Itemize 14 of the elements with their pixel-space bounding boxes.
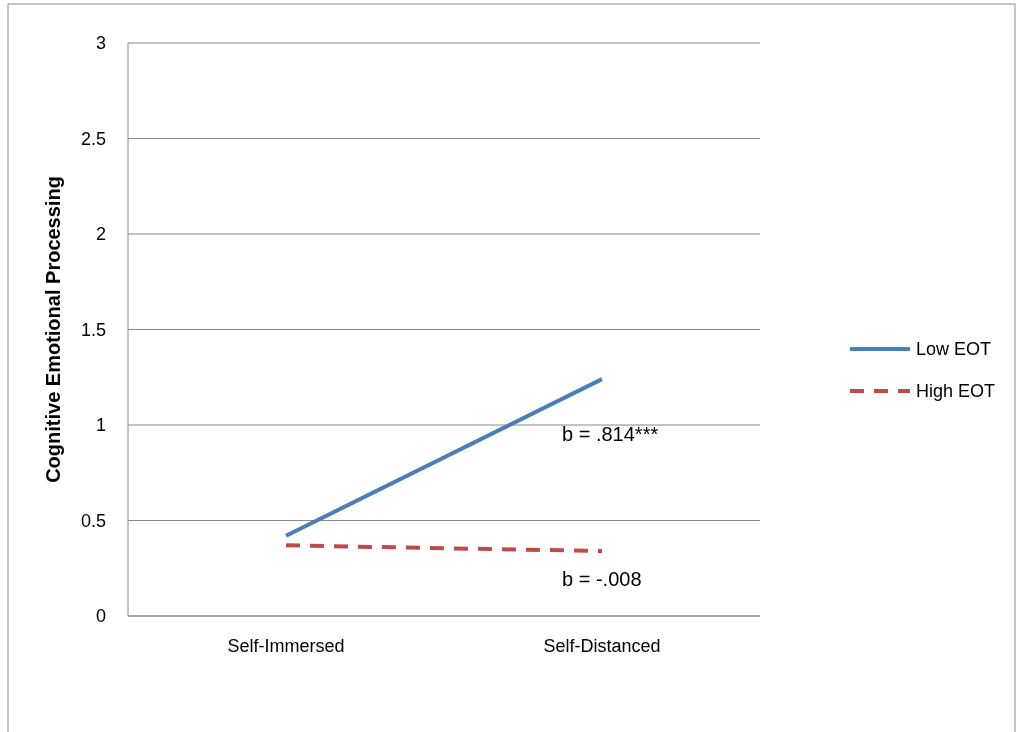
x-tick-label: Self-Immersed: [227, 636, 345, 656]
annotation: b = .814***: [562, 423, 659, 446]
x-tick-label: Self-Distanced: [543, 636, 661, 656]
annotation: b = -.008: [562, 568, 642, 591]
y-tick-label: 2: [95, 224, 106, 245]
y-tick-label: 3: [95, 33, 106, 54]
y-tick-label: 1: [95, 415, 106, 436]
y-tick-label: 1.5: [80, 319, 106, 340]
legend-label: High EOT: [916, 381, 996, 402]
legend-label: Low EOT: [916, 339, 992, 360]
y-tick-label: 0: [95, 606, 106, 627]
y-axis-title: Cognitive Emotional Processing: [42, 176, 64, 483]
y-tick-label: 2.5: [80, 128, 106, 149]
y-tick-label: 0.5: [80, 510, 106, 531]
